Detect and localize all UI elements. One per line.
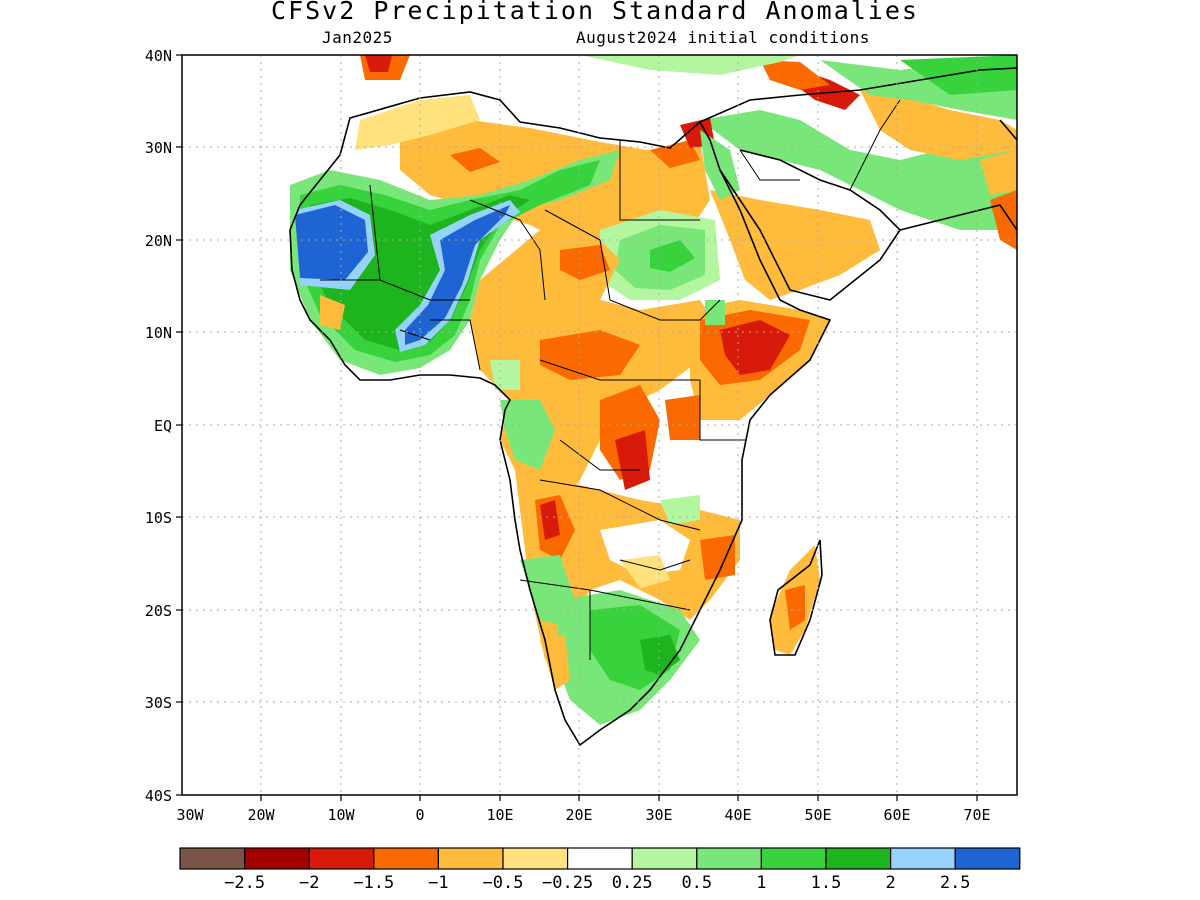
y-tick-label: 30N bbox=[145, 139, 172, 157]
gridlines bbox=[182, 55, 1017, 795]
x-tick-label: 20W bbox=[247, 806, 275, 824]
x-tick-label: 50E bbox=[804, 806, 831, 824]
colorbar-label: 0.5 bbox=[681, 873, 712, 893]
chart-title: CFSv2 Precipitation Standard Anomalies bbox=[271, 0, 919, 25]
y-tick-label: 20N bbox=[145, 232, 172, 250]
colorbar-swatch bbox=[954, 847, 1021, 870]
colorbar-label: 2.5 bbox=[940, 873, 971, 893]
colorbar-swatch bbox=[631, 847, 698, 870]
anomaly-field bbox=[289, 55, 1017, 747]
colorbar-label: −2 bbox=[299, 873, 319, 893]
coastlines bbox=[289, 67, 1017, 747]
colorbar-swatch bbox=[889, 847, 956, 870]
x-tick-label: 10E bbox=[486, 806, 513, 824]
initial-conditions: August2024 initial conditions bbox=[576, 28, 870, 47]
x-tick-label: 40E bbox=[724, 806, 751, 824]
colorbar-swatch bbox=[825, 847, 892, 870]
y-tick-label: 40N bbox=[145, 47, 172, 65]
colorbar-swatch bbox=[373, 847, 439, 870]
colorbar-label: 1 bbox=[756, 873, 766, 893]
colorbar-swatch bbox=[566, 847, 633, 870]
colorbar-label: −2.5 bbox=[224, 873, 265, 893]
colorbar bbox=[179, 847, 1021, 870]
colorbar-swatch bbox=[308, 847, 375, 870]
colorbar-label: −1 bbox=[428, 873, 448, 893]
y-tick-label: 30S bbox=[145, 694, 172, 712]
x-tick-label: 10W bbox=[327, 806, 355, 824]
colorbar-label: −0.25 bbox=[542, 873, 593, 893]
colorbar-label: −1.5 bbox=[353, 873, 394, 893]
colorbar-label: −0.5 bbox=[483, 873, 524, 893]
colorbar-label: 1.5 bbox=[811, 873, 842, 893]
country-borders bbox=[320, 99, 901, 660]
x-tick-label: 60E bbox=[883, 806, 910, 824]
x-tick-label: 0 bbox=[415, 806, 424, 824]
x-tick-label: 70E bbox=[963, 806, 990, 824]
forecast-month: Jan2025 bbox=[322, 28, 393, 47]
y-tick-label: 20S bbox=[145, 602, 172, 620]
colorbar-label: 0.25 bbox=[612, 873, 653, 893]
x-tick-label: 20E bbox=[565, 806, 592, 824]
colorbar-swatch bbox=[179, 847, 246, 870]
y-tick-label: 10S bbox=[145, 509, 172, 527]
colorbar-swatch bbox=[696, 847, 762, 870]
colorbar-label: 2 bbox=[885, 873, 895, 893]
colorbar-swatch bbox=[760, 847, 827, 870]
colorbar-swatch bbox=[502, 847, 569, 870]
y-tick-label: 10N bbox=[145, 324, 172, 342]
x-tick-label: 30E bbox=[645, 806, 672, 824]
colorbar-swatch bbox=[437, 847, 504, 870]
x-tick-label: 30W bbox=[176, 806, 204, 824]
colorbar-labels: −2.5 −2 −1.5 −1 −0.5 −0.25 0.25 0.5 1 1.5 2 2.5 bbox=[224, 873, 970, 893]
y-tick-label: EQ bbox=[154, 417, 172, 435]
colorbar-swatch bbox=[244, 847, 310, 870]
y-tick-label: 40S bbox=[145, 787, 172, 805]
